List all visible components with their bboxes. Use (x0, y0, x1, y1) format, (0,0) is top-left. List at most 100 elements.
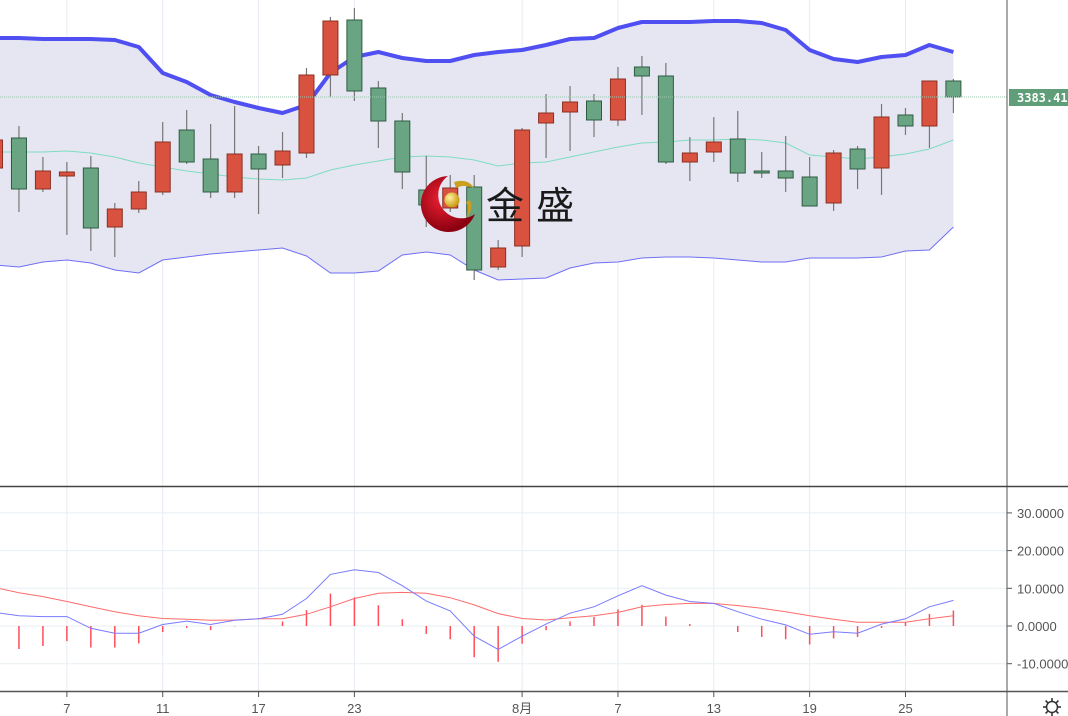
macd-dif-line (0, 569, 954, 650)
candle-body (250, 153, 267, 170)
logo-crescent-icon (420, 176, 475, 232)
candle-body (394, 120, 411, 173)
time-axis[interactable]: 7 11 17 23 8月 7 13 19 25 (63, 692, 913, 716)
logo-swoosh-icon (454, 180, 474, 218)
candle-body (945, 80, 962, 98)
candle (34, 157, 51, 192)
candle (322, 17, 339, 97)
x-tick-label: 23 (347, 701, 361, 716)
candle-body (586, 100, 602, 121)
y-tick-label: 30.0000 (1017, 506, 1064, 521)
macd-pane (0, 569, 955, 662)
candle-body (490, 247, 507, 268)
candle-body (753, 170, 770, 174)
candle (226, 106, 243, 198)
candle-body (10, 137, 27, 190)
candle (10, 126, 27, 212)
candle-body (322, 20, 339, 76)
candle (777, 136, 794, 192)
candle-body (346, 19, 363, 92)
candle (633, 56, 650, 115)
candle-body (921, 80, 938, 127)
x-tick-label: 11 (156, 701, 170, 716)
candle (202, 124, 219, 198)
x-tick-label: 17 (251, 701, 265, 716)
candle-body (106, 208, 123, 228)
candle (873, 104, 890, 195)
logo-text: 金 盛 (486, 184, 574, 228)
x-tick-label: 25 (898, 701, 912, 716)
candle (346, 8, 363, 101)
bollinger-bands (0, 19, 954, 281)
candle-body (514, 129, 531, 247)
logo-ball-icon (444, 192, 460, 208)
candle-body (370, 87, 387, 122)
candle-body (202, 158, 219, 193)
macd-dea-line (0, 588, 954, 623)
candle (586, 94, 602, 137)
candle (466, 175, 483, 280)
macd-price-axis[interactable]: 30.0000 20.0000 10.0000 0.0000 -10.0000 (1007, 506, 1068, 672)
candle (729, 111, 746, 182)
candle (298, 68, 315, 158)
x-tick-label: 13 (707, 701, 721, 716)
x-tick-label: 7 (614, 701, 621, 716)
y-tick-label: -10.0000 (1017, 657, 1068, 672)
candle-body (466, 186, 483, 271)
candle (250, 146, 267, 214)
candle-body (801, 176, 818, 207)
last-price-tag-text: 3383.41 (1017, 91, 1068, 105)
candle-body (0, 139, 3, 169)
candle-body (130, 191, 147, 210)
candle (538, 94, 555, 158)
gear-icon[interactable] (1043, 698, 1061, 716)
candle-body (298, 74, 315, 154)
candle-body (34, 170, 51, 190)
candle-body (178, 129, 195, 163)
candle (58, 162, 75, 235)
candle-body (729, 138, 746, 174)
candle (753, 152, 770, 178)
candle (801, 157, 818, 207)
candle (130, 181, 147, 213)
candle-body (777, 170, 794, 179)
y-tick-label: 20.0000 (1017, 544, 1064, 559)
candle-body (226, 153, 243, 193)
y-tick-label: 0.0000 (1017, 619, 1057, 634)
candle-body (705, 141, 722, 153)
last-price-tag: 3383.41 (1009, 89, 1068, 106)
candle (82, 156, 99, 251)
last-price-tag-bg (1009, 89, 1068, 106)
candle (681, 137, 698, 181)
x-tick-label: 19 (802, 701, 816, 716)
candle-body (274, 150, 291, 166)
candle-body (609, 78, 626, 121)
x-tick-label: 7 (63, 701, 70, 716)
candle-body (849, 148, 866, 170)
band-fill (0, 21, 954, 280)
upper-band-line (0, 19, 954, 115)
candle-body (657, 75, 674, 163)
candle (274, 132, 291, 178)
candle-body (82, 167, 99, 229)
candle-body (538, 112, 555, 124)
candle-body (681, 152, 698, 163)
candle-body (58, 171, 75, 177)
candle (609, 67, 626, 126)
candle (154, 122, 171, 195)
candle-body (873, 116, 890, 169)
candle-body (633, 66, 650, 77)
candle (825, 150, 842, 211)
candle (705, 117, 722, 162)
candle (394, 113, 411, 189)
candle (490, 240, 507, 270)
candle (657, 63, 674, 164)
candle (106, 203, 123, 257)
candle (178, 110, 195, 164)
candle-body (562, 101, 579, 113)
candle (514, 128, 531, 257)
x-tick-label: 8月 (512, 701, 532, 716)
candle (849, 146, 866, 189)
candle-body (897, 114, 914, 127)
